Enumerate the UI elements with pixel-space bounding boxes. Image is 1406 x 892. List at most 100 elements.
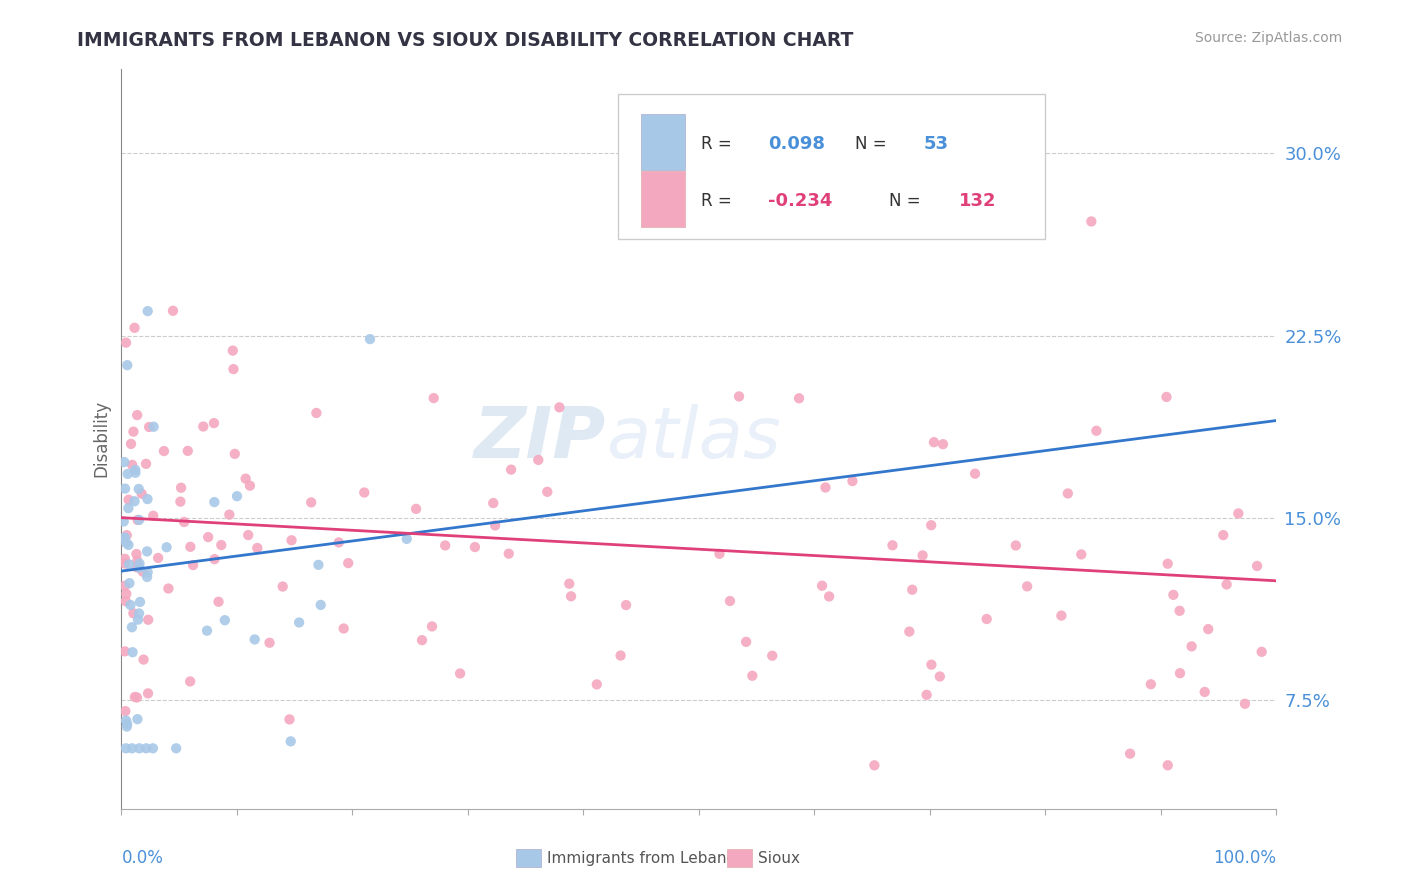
Point xyxy=(114,579,136,593)
Point xyxy=(142,419,165,434)
Text: Immigrants from Lebanon: Immigrants from Lebanon xyxy=(547,851,745,865)
Point xyxy=(117,358,139,372)
Point xyxy=(898,624,921,639)
Point xyxy=(128,560,150,574)
Point xyxy=(1181,640,1204,654)
Point xyxy=(328,535,350,549)
Point xyxy=(214,613,236,627)
Point xyxy=(411,633,433,648)
Point xyxy=(1197,622,1219,636)
Point xyxy=(114,704,136,718)
Point xyxy=(127,408,149,422)
Point xyxy=(177,443,200,458)
Point xyxy=(271,580,294,594)
Point xyxy=(901,582,924,597)
Point xyxy=(136,613,159,627)
Point xyxy=(204,552,226,566)
Point xyxy=(1168,604,1191,618)
Point xyxy=(920,518,942,533)
Point xyxy=(337,556,360,570)
Point xyxy=(915,688,938,702)
Point xyxy=(125,690,148,705)
Point xyxy=(136,686,159,700)
Point xyxy=(114,644,136,658)
Point xyxy=(536,484,558,499)
Point xyxy=(1194,685,1216,699)
Point xyxy=(224,447,246,461)
Point xyxy=(278,713,301,727)
Point xyxy=(1168,666,1191,681)
Point xyxy=(863,758,886,772)
Point xyxy=(963,467,986,481)
Point xyxy=(560,589,582,603)
Text: Source: ZipAtlas.com: Source: ZipAtlas.com xyxy=(1195,31,1343,45)
Point xyxy=(117,467,139,481)
Point xyxy=(464,540,486,554)
Point xyxy=(127,613,149,627)
Point xyxy=(920,657,942,672)
Text: N =: N = xyxy=(855,135,891,153)
Text: 0.098: 0.098 xyxy=(768,135,825,153)
Point xyxy=(120,437,142,451)
Text: 53: 53 xyxy=(924,135,949,153)
Point xyxy=(741,669,763,683)
Point xyxy=(124,321,146,335)
Point xyxy=(246,541,269,555)
Point xyxy=(127,712,149,726)
Point xyxy=(209,538,232,552)
Point xyxy=(235,472,257,486)
Point xyxy=(1156,390,1178,404)
Point xyxy=(117,538,139,552)
Point xyxy=(124,494,146,508)
Point xyxy=(115,717,138,731)
Point xyxy=(122,425,145,439)
Text: ZIP: ZIP xyxy=(474,404,606,474)
Point xyxy=(170,481,193,495)
Point xyxy=(818,590,841,604)
Point xyxy=(157,582,180,596)
Text: IMMIGRANTS FROM LEBANON VS SIOUX DISABILITY CORRELATION CHART: IMMIGRANTS FROM LEBANON VS SIOUX DISABIL… xyxy=(77,31,853,50)
Point xyxy=(112,515,135,529)
Point xyxy=(911,549,934,563)
Point xyxy=(179,674,201,689)
Point xyxy=(173,515,195,529)
Point xyxy=(112,455,135,469)
Point xyxy=(207,595,229,609)
Point xyxy=(124,466,146,480)
Point xyxy=(353,485,375,500)
FancyBboxPatch shape xyxy=(617,95,1045,239)
Point xyxy=(121,741,143,756)
Text: R =: R = xyxy=(702,135,737,153)
Point xyxy=(922,435,945,450)
Point xyxy=(299,495,322,509)
Point xyxy=(761,648,783,663)
Text: atlas: atlas xyxy=(606,404,780,474)
Point xyxy=(1157,758,1180,772)
Point xyxy=(814,481,837,495)
Point xyxy=(449,666,471,681)
Point xyxy=(548,401,571,415)
FancyBboxPatch shape xyxy=(641,114,685,169)
Point xyxy=(359,332,381,346)
Point xyxy=(787,392,810,406)
Point xyxy=(115,741,138,756)
Point xyxy=(882,538,904,552)
Point xyxy=(1050,608,1073,623)
Point xyxy=(124,463,146,477)
Text: R =: R = xyxy=(702,192,737,210)
Point xyxy=(114,557,136,571)
Point xyxy=(238,528,260,542)
Point xyxy=(1005,539,1028,553)
Y-axis label: Disability: Disability xyxy=(93,401,110,477)
Point xyxy=(136,570,159,584)
Point xyxy=(114,551,136,566)
Point xyxy=(1119,747,1142,761)
Point xyxy=(136,544,159,558)
Point xyxy=(309,598,332,612)
Point xyxy=(728,389,751,403)
FancyBboxPatch shape xyxy=(641,171,685,227)
Point xyxy=(197,530,219,544)
Point xyxy=(558,576,581,591)
Point xyxy=(128,607,150,621)
Point xyxy=(136,492,159,507)
